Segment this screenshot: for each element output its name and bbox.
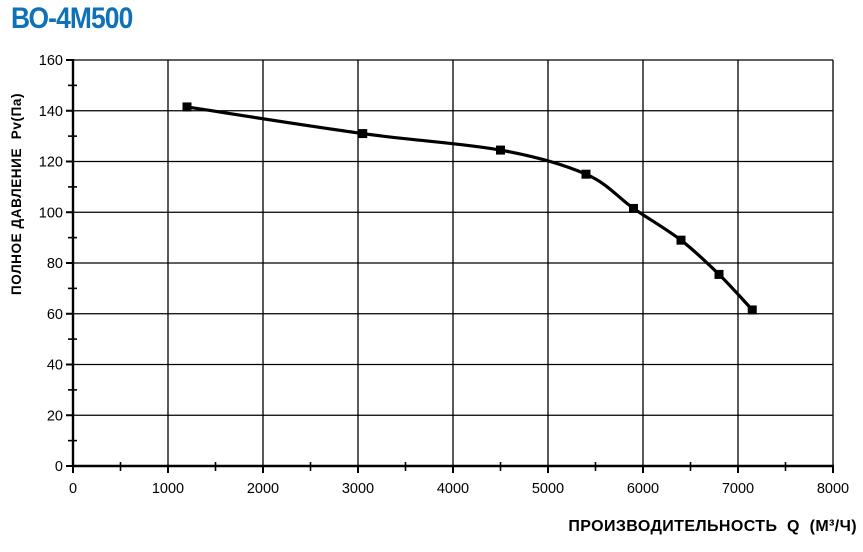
y-tick-label: 80 xyxy=(47,256,63,272)
x-axis-label: ПРОИЗВОДИТЕЛЬНОСТЬ Q (М³/Ч) xyxy=(568,518,857,535)
series-line xyxy=(185,105,754,312)
data-point-marker xyxy=(358,129,368,139)
x-tick-label: 5000 xyxy=(532,481,564,497)
x-tick-label: 6000 xyxy=(627,481,659,497)
x-tick-label: 3000 xyxy=(342,481,374,497)
data-point-marker xyxy=(496,145,505,155)
data-point-marker xyxy=(676,235,686,245)
x-tick-label: 2000 xyxy=(247,481,279,497)
x-tick-label: 4000 xyxy=(437,481,469,497)
y-tick-label: 60 xyxy=(47,307,63,323)
x-tick-label: 1000 xyxy=(152,481,184,497)
gridlines xyxy=(72,59,834,467)
data-point-marker xyxy=(182,102,192,112)
x-tick-label: 7000 xyxy=(722,481,754,497)
axes xyxy=(71,59,834,468)
x-tick-label: 8000 xyxy=(817,481,849,497)
y-tick-label: 140 xyxy=(39,104,63,120)
y-axis-label: ПОЛНОЕ ДАВЛЕНИЕ Pv(Па) xyxy=(9,92,24,295)
y-tick-label: 20 xyxy=(47,408,63,424)
x-tick-labels: 0 1000 2000 3000 4000 5000 6000 7000 8000 xyxy=(69,481,849,497)
y-tick-label: 40 xyxy=(47,358,63,374)
data-point-markers xyxy=(182,102,757,315)
chart-title: ВО-4М500 xyxy=(11,2,133,35)
data-point-marker xyxy=(629,203,638,213)
y-tick-label: 0 xyxy=(55,459,63,475)
data-point-marker xyxy=(747,305,757,315)
y-tick-label: 160 xyxy=(39,53,63,69)
y-tick-labels: 0 20 40 60 80 100 120 140 160 xyxy=(39,53,63,475)
x-tick-label: 0 xyxy=(69,481,77,497)
y-tick-label: 120 xyxy=(39,155,63,171)
data-point-marker xyxy=(714,269,724,279)
data-point-marker xyxy=(581,169,591,179)
major-ticks xyxy=(66,59,834,473)
minor-ticks xyxy=(68,84,787,471)
y-tick-label: 100 xyxy=(39,205,63,221)
